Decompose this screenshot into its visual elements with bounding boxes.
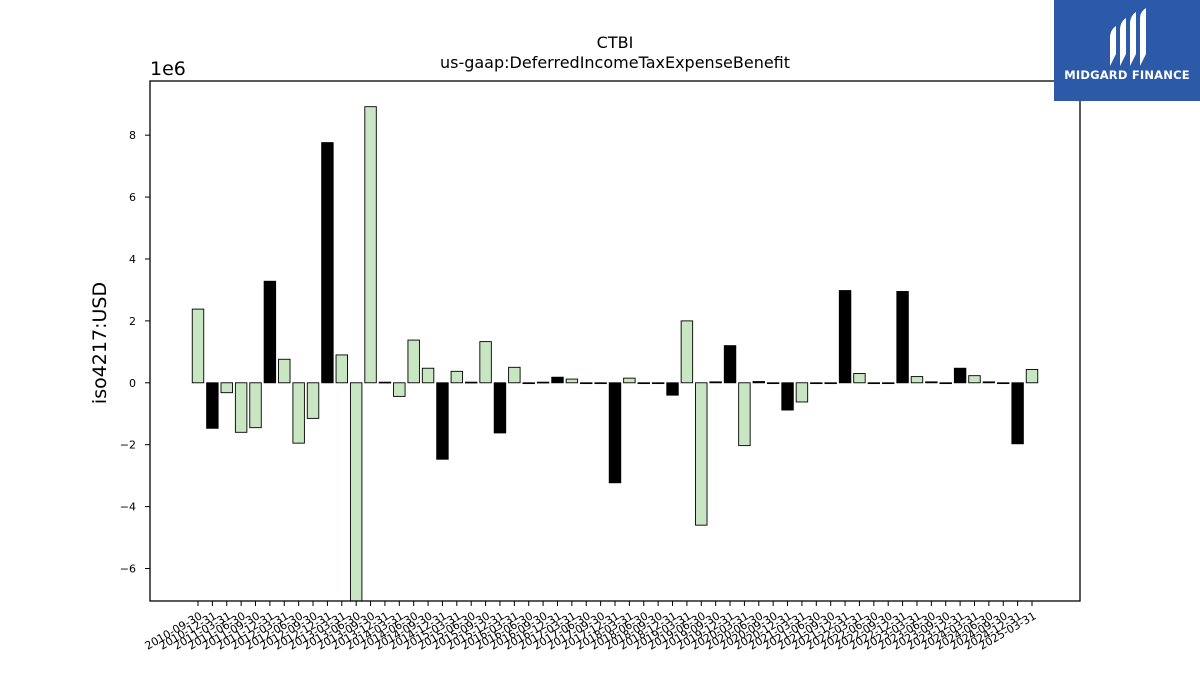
bar (349, 382, 363, 602)
chart-title: CTBI (597, 33, 634, 52)
bar (738, 382, 751, 447)
bar (364, 106, 377, 384)
bar (853, 373, 866, 384)
y-tick-label: 2 (129, 315, 136, 328)
bar (421, 367, 435, 384)
y-tick-label: −6 (120, 563, 136, 576)
bar (493, 382, 507, 434)
y-axis-multiplier: 1e6 (150, 58, 186, 80)
plot-frame (149, 80, 1081, 602)
y-tick-label: −4 (120, 501, 136, 514)
logo-text: MIDGARD FINANCE (1064, 68, 1190, 82)
bar (623, 377, 636, 384)
bar (450, 370, 464, 384)
bar (608, 382, 622, 484)
logo: MIDGARD FINANCE (1054, 0, 1200, 101)
bar (752, 381, 765, 384)
bar (321, 142, 334, 384)
bar (278, 358, 291, 384)
bar (465, 381, 478, 384)
bar (810, 382, 823, 385)
bar (637, 382, 650, 385)
bar (882, 382, 895, 385)
bar (666, 382, 679, 396)
bar (709, 381, 722, 384)
bar (522, 382, 535, 385)
bar (220, 382, 233, 394)
midgard-logo-icon (1110, 8, 1146, 66)
y-tick-label: −2 (120, 439, 136, 452)
y-axis-ticks: −6 −4 −2 0 2 4 6 8 (120, 129, 150, 576)
bar (249, 382, 262, 429)
bar (982, 381, 996, 384)
bar (234, 382, 248, 433)
y-axis-label: iso4217:USD (89, 282, 111, 404)
bar (651, 382, 665, 385)
bar (723, 345, 737, 384)
bar (795, 382, 809, 403)
bar (206, 382, 219, 429)
y-tick-label: 8 (129, 129, 136, 142)
bar (910, 376, 924, 384)
bar (1011, 382, 1024, 445)
bar (953, 367, 967, 384)
bar (766, 382, 780, 385)
bar (335, 354, 348, 384)
bar (378, 381, 392, 384)
bar (551, 376, 564, 384)
bar (824, 382, 837, 385)
bar (896, 291, 909, 384)
bar (292, 382, 305, 444)
bar (781, 382, 794, 411)
bar (1025, 369, 1039, 384)
bar (407, 339, 420, 384)
bar (695, 382, 708, 526)
bar (191, 308, 205, 384)
bars (191, 106, 1039, 602)
bar (867, 382, 881, 385)
bar (436, 382, 449, 460)
bar (306, 382, 320, 419)
bar (997, 382, 1010, 385)
bar (680, 320, 694, 384)
y-tick-label: 6 (129, 191, 136, 204)
bar (393, 382, 406, 397)
bar (580, 382, 593, 385)
y-tick-label: 4 (129, 253, 136, 266)
bar (508, 366, 521, 384)
bar (838, 290, 852, 384)
bar (263, 280, 277, 384)
bar (968, 375, 981, 384)
x-axis-ticks: 2010-09-302010-12-312011-03-312011-06-30… (143, 601, 1039, 653)
bar (536, 381, 550, 384)
chart-subtitle: us-gaap:DeferredIncomeTaxExpenseBenefit (440, 53, 790, 72)
bar (565, 378, 579, 384)
bar (479, 341, 492, 384)
bar (925, 381, 938, 384)
bar (939, 382, 952, 385)
y-tick-label: 0 (129, 377, 136, 390)
bar (594, 382, 607, 385)
